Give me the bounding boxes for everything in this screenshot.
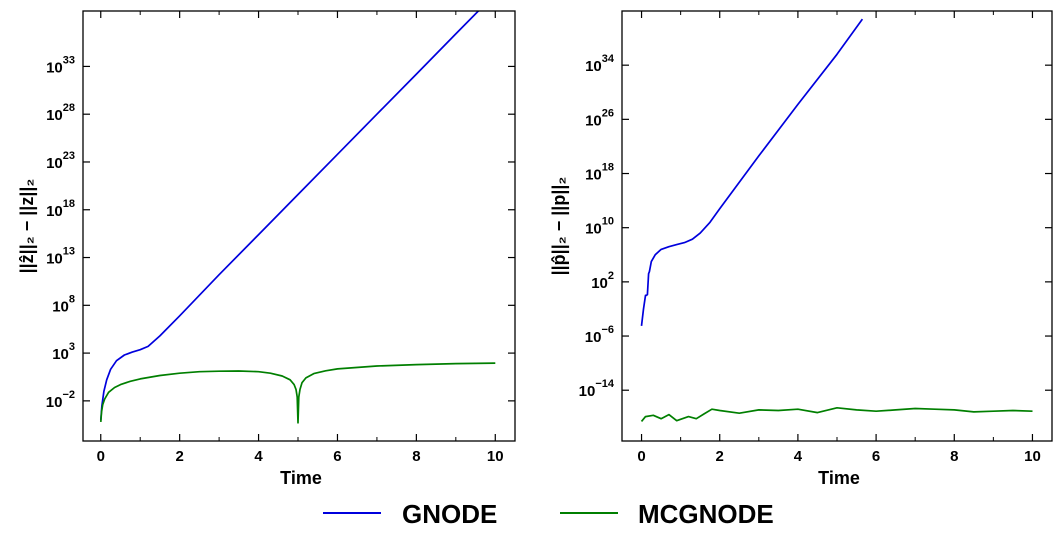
x-tick-label: 0 bbox=[637, 448, 645, 465]
y-tick-exponent: 3 bbox=[69, 341, 75, 353]
y-axis-label: ||ẑ||₂ − ||z||₂ bbox=[17, 179, 37, 274]
right-panel: 0 2 4 6 8 1010−1410−61021010101810261034Time|… bbox=[549, 10, 1053, 488]
y-tick-base: 10 bbox=[46, 394, 63, 411]
y-tick-label: 10−6 bbox=[585, 324, 614, 346]
series-line-gnode bbox=[99, 11, 480, 421]
y-tick-label: 1018 bbox=[585, 162, 614, 184]
y-tick-exponent: −2 bbox=[62, 389, 75, 401]
x-tick-label: 4 bbox=[254, 448, 263, 465]
series-line-mcgnode bbox=[99, 362, 496, 424]
y-tick-label: 102 bbox=[591, 270, 614, 292]
x-tick-label: 10 bbox=[487, 448, 504, 465]
y-axis-label: ||p̂||₂ − ||p||₂ bbox=[549, 177, 569, 276]
y-tick-exponent: 23 bbox=[63, 150, 75, 162]
y-tick-exponent: 13 bbox=[63, 246, 75, 258]
plot-frame bbox=[82, 10, 516, 442]
y-tick-label: 1010 bbox=[585, 216, 614, 238]
y-tick-exponent: 18 bbox=[602, 162, 614, 174]
y-tick-label: 108 bbox=[52, 293, 75, 315]
y-tick-base: 10 bbox=[46, 155, 63, 172]
y-tick-label: 1013 bbox=[46, 246, 75, 268]
x-tick-label: 8 bbox=[412, 448, 420, 465]
y-tick-label: 10−2 bbox=[46, 389, 75, 411]
plot-frame bbox=[621, 10, 1053, 442]
y-tick-base: 10 bbox=[52, 298, 69, 315]
y-tick-base: 10 bbox=[579, 383, 596, 400]
x-tick-label: 8 bbox=[950, 448, 958, 465]
y-tick-exponent: −6 bbox=[601, 324, 614, 336]
y-tick-base: 10 bbox=[52, 346, 69, 363]
y-tick-label: 1018 bbox=[46, 198, 75, 220]
series-line-mcgnode bbox=[640, 406, 1033, 422]
y-tick-base: 10 bbox=[46, 107, 63, 124]
y-tick-base: 10 bbox=[46, 59, 63, 76]
x-tick-label: 2 bbox=[175, 448, 183, 465]
x-tick-label: 4 bbox=[794, 448, 803, 465]
x-tick-label: 0 bbox=[97, 448, 105, 465]
y-tick-exponent: 33 bbox=[63, 54, 75, 66]
y-tick-base: 10 bbox=[585, 221, 602, 238]
y-tick-label: 1026 bbox=[585, 107, 614, 129]
y-tick-base: 10 bbox=[46, 203, 63, 220]
y-tick-label: 10−14 bbox=[579, 378, 615, 400]
x-tick-label: 6 bbox=[872, 448, 880, 465]
y-tick-exponent: 10 bbox=[602, 216, 614, 228]
y-tick-exponent: −14 bbox=[595, 378, 615, 390]
series-line-gnode bbox=[640, 18, 864, 326]
x-axis-label: Time bbox=[818, 468, 860, 488]
legend: GNODE MCGNODE bbox=[323, 499, 774, 529]
y-tick-base: 10 bbox=[46, 251, 63, 268]
y-tick-exponent: 8 bbox=[69, 293, 75, 305]
legend-label-mcgnode: MCGNODE bbox=[638, 499, 774, 529]
y-tick-label: 1028 bbox=[46, 102, 75, 124]
y-tick-base: 10 bbox=[585, 58, 602, 75]
y-tick-exponent: 28 bbox=[63, 102, 75, 114]
x-tick-label: 10 bbox=[1024, 448, 1041, 465]
x-tick-label: 6 bbox=[333, 448, 341, 465]
y-tick-label: 1023 bbox=[46, 150, 75, 172]
y-tick-exponent: 26 bbox=[602, 107, 614, 119]
y-tick-label: 103 bbox=[52, 341, 75, 363]
x-axis-label: Time bbox=[280, 468, 322, 488]
y-tick-exponent: 34 bbox=[602, 53, 615, 65]
y-tick-label: 1034 bbox=[585, 53, 615, 75]
y-tick-exponent: 2 bbox=[608, 270, 614, 282]
y-tick-exponent: 18 bbox=[63, 198, 75, 210]
y-tick-base: 10 bbox=[591, 275, 608, 292]
left-panel: 0 2 4 6 8 1010−210310810131018102310281033Tim… bbox=[17, 10, 516, 488]
legend-label-gnode: GNODE bbox=[402, 499, 497, 529]
y-tick-base: 10 bbox=[585, 112, 602, 129]
y-tick-label: 1033 bbox=[46, 54, 75, 76]
y-tick-base: 10 bbox=[585, 167, 602, 184]
x-tick-label: 2 bbox=[716, 448, 724, 465]
y-tick-base: 10 bbox=[585, 329, 602, 346]
